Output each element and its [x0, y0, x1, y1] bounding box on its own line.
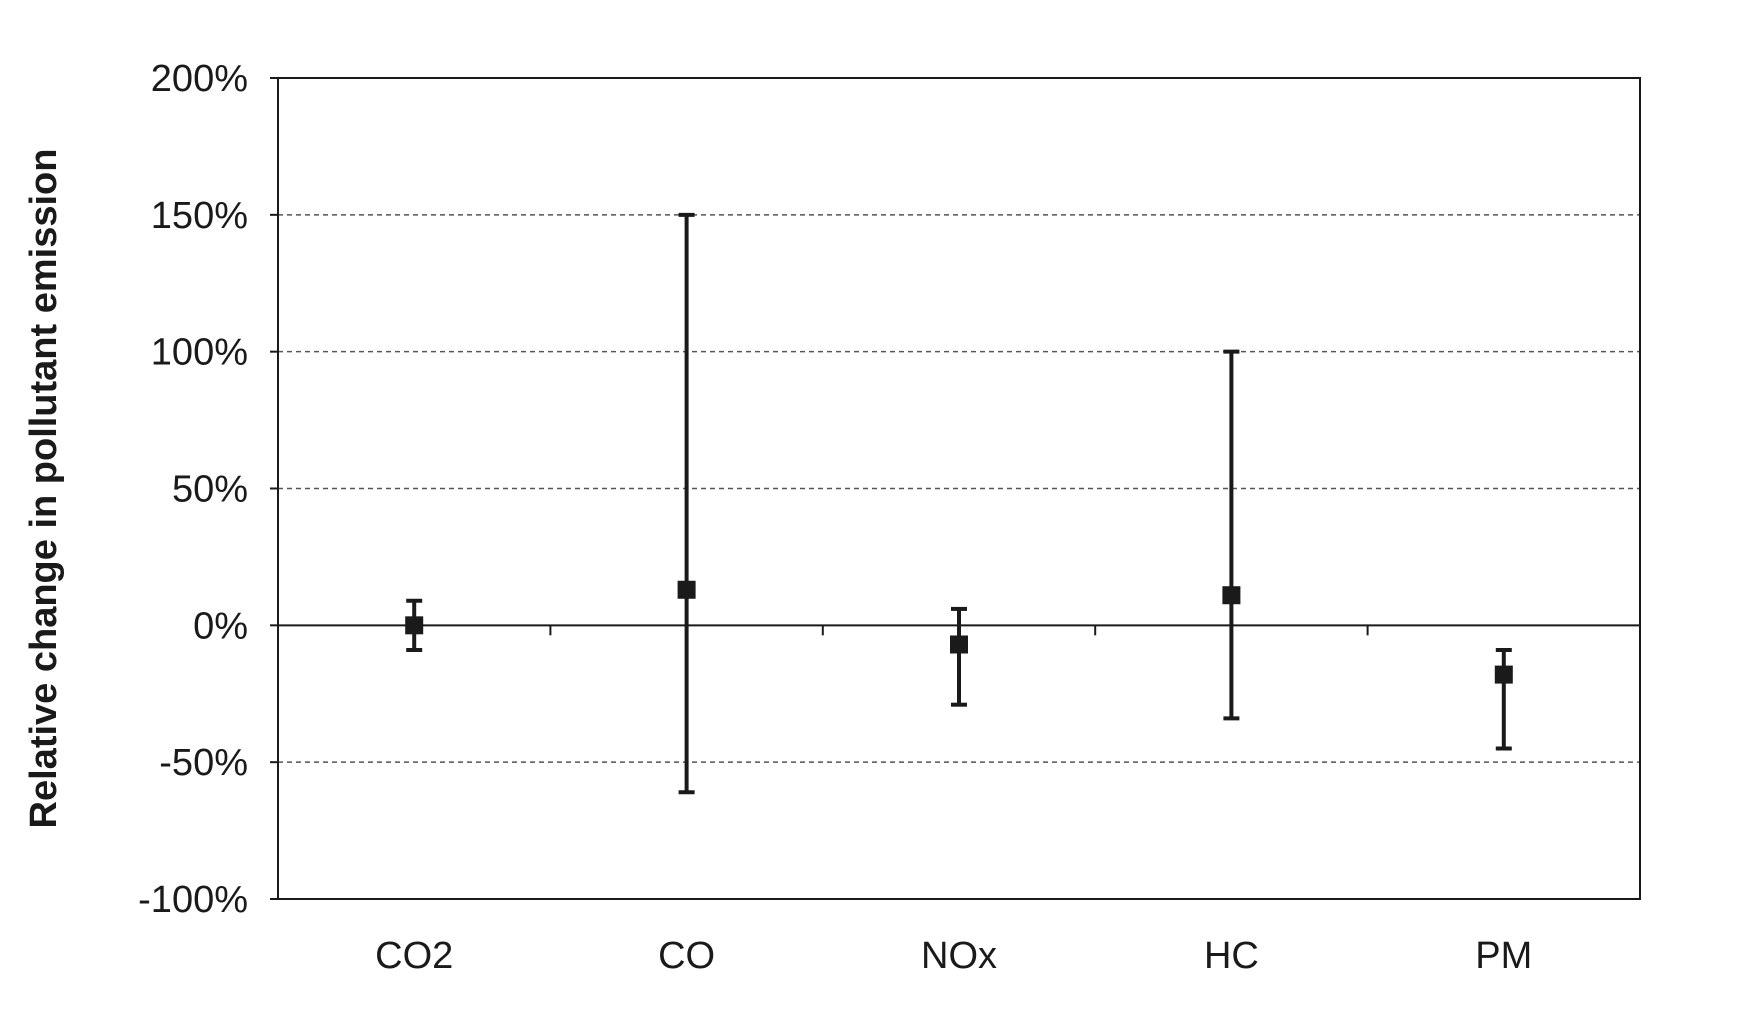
- y-tick-label: 150%: [151, 195, 248, 237]
- y-tick-label: 100%: [151, 332, 248, 374]
- y-tick-label: -50%: [159, 742, 248, 784]
- data-point-marker: [1494, 665, 1513, 684]
- error-bar: [951, 606, 967, 707]
- x-tick-label: CO: [658, 935, 715, 977]
- x-tick-label: HC: [1204, 935, 1259, 977]
- y-axis-title: Relative change in pollutant emission: [23, 149, 65, 829]
- error-bar: [1495, 647, 1512, 751]
- y-tick-label: 200%: [151, 58, 248, 100]
- y-axis-ticks: -100% -50% 0% 50% 100% 150% 200%: [138, 58, 278, 921]
- data-point-marker: [950, 635, 968, 654]
- x-tick-label: CO2: [375, 935, 453, 977]
- data-point-marker: [677, 580, 696, 599]
- y-tick-label: -100%: [138, 879, 248, 921]
- x-tick-label: PM: [1475, 935, 1532, 977]
- error-bar: [678, 212, 695, 795]
- data-point-marker: [1222, 586, 1241, 605]
- data-markers: [405, 580, 1513, 684]
- plot-area-frame: [277, 77, 1641, 900]
- x-tick-label: NOx: [921, 935, 997, 977]
- y-tick-label: 0%: [193, 605, 248, 647]
- error-bar: [1223, 349, 1240, 721]
- x-axis-ticks: CO2 CO NOx HC PM: [375, 625, 1532, 977]
- data-point-marker: [405, 616, 424, 635]
- y-tick-label: 50%: [172, 469, 248, 511]
- error-bars: [406, 212, 1512, 795]
- gridlines: [278, 214, 1640, 763]
